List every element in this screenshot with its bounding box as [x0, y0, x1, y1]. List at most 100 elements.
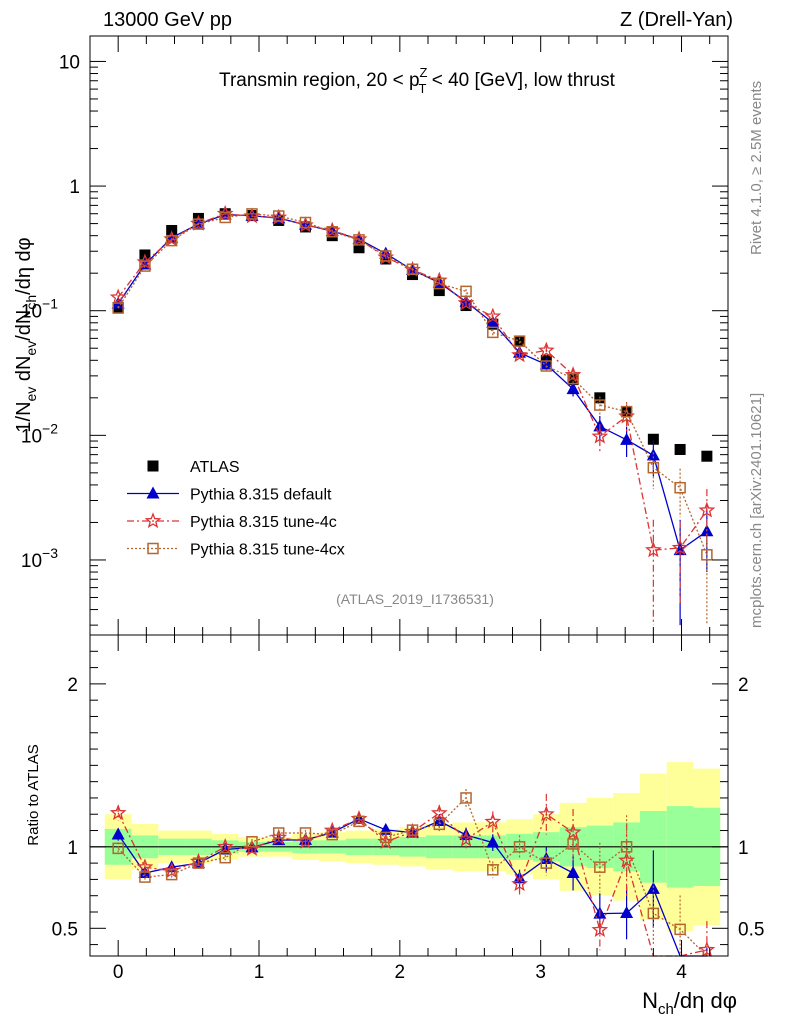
series-point-2	[674, 481, 686, 494]
ratio-point-2	[567, 838, 579, 850]
series-point-2	[353, 234, 365, 246]
x-tick-label: 3	[535, 962, 546, 983]
series-point-2	[647, 461, 660, 474]
ratio-point-2	[299, 827, 312, 839]
analysis-id-label: (ATLAS_2019_I1736531)	[336, 591, 494, 607]
series-point-2	[406, 263, 419, 276]
ratio-point-0	[111, 827, 125, 840]
ratio-plot-content	[90, 762, 728, 957]
legend-label: Pythia 8.315 tune-4c	[190, 514, 337, 531]
plot-title-sup: Z	[420, 65, 428, 80]
atlas-data-point	[674, 443, 686, 455]
ratio-point-2	[165, 868, 178, 881]
y-tick-label: 10	[59, 52, 80, 73]
y-tick-label: 10−2	[21, 420, 58, 447]
plot-title-post: < 40 [GeV], low thrust	[426, 70, 615, 91]
ratio-point-2	[460, 792, 472, 804]
ratio-point-1	[323, 821, 341, 838]
y-tick-label: 10−1	[21, 296, 58, 323]
ratio-y-tick-label: 0.5	[52, 919, 78, 940]
atlas-data-point	[353, 242, 365, 254]
series-point-0	[566, 382, 580, 395]
ratio-point-2	[326, 828, 338, 841]
ratio-y-axis-label: Ratio to ATLAS	[25, 744, 42, 845]
series-point-1	[537, 341, 555, 358]
series-point-1	[484, 307, 502, 324]
series-point-2	[487, 326, 499, 339]
legend-label: Pythia 8.315 tune-4cx	[190, 542, 345, 559]
ratio-point-2	[433, 818, 446, 831]
x-tick-label: 2	[395, 962, 406, 983]
y-tick-label: 1	[69, 177, 80, 198]
ratio-point-2	[246, 836, 258, 848]
ratio-y-tick-label-right: 2	[738, 675, 749, 696]
ratio-point-2	[112, 842, 124, 855]
ratio-point-1	[297, 832, 314, 849]
ratio-point-2	[487, 864, 499, 876]
ratio-point-2	[192, 857, 205, 869]
x-tick-label: 4	[676, 962, 687, 983]
ratio-point-0	[486, 835, 500, 848]
series-point-2	[460, 285, 472, 298]
ratio-point-2	[594, 861, 606, 873]
series-point-1	[109, 288, 127, 305]
ratio-point-2	[620, 841, 633, 853]
ratio-point-1	[484, 812, 502, 829]
legend-marker	[144, 512, 162, 529]
series-point-2	[620, 405, 633, 418]
series-point-2	[701, 549, 713, 561]
series-point-2	[433, 277, 446, 290]
main-axis-ticks: 10 1 10−1 10−2 10−3	[21, 36, 728, 635]
ratio-y-tick-label-right: 1	[738, 838, 749, 859]
series-point-2	[165, 234, 178, 247]
plot-title-pre: Transmin region, 20 < p	[219, 70, 419, 91]
series-point-0	[620, 432, 634, 445]
ratio-point-2	[139, 871, 151, 883]
ratio-point-1	[136, 858, 154, 875]
ratio-point-1	[109, 804, 127, 821]
atlas-data-point	[701, 450, 713, 462]
plot-title-sub: T	[418, 81, 426, 96]
ratio-panel: 0.5 0.5 1 1 2 2 0 1 2 3 4 Ratio to ATLAS	[25, 634, 764, 983]
series-point-1	[511, 346, 528, 363]
main-plot-content	[109, 204, 716, 626]
ratio-point-1	[163, 862, 181, 879]
series-point-2	[219, 211, 231, 224]
ratio-point-2	[540, 857, 553, 869]
atlas-data-point	[647, 433, 659, 445]
ratio-point-2	[219, 851, 231, 864]
series-point-1	[671, 539, 689, 556]
ratio-point-0	[646, 881, 660, 894]
ratio-point-1	[698, 941, 716, 957]
series-point-2	[192, 218, 205, 230]
ratio-y-tick-label: 1	[67, 838, 78, 859]
ratio-point-1	[591, 921, 609, 938]
series-point-2	[513, 335, 526, 347]
series-point-2	[139, 260, 151, 272]
ratio-axis-ticks: 0.5 0.5 1 1 2 2 0 1 2 3 4	[52, 635, 764, 983]
legend-marker	[146, 486, 160, 499]
atlas-data-point	[380, 253, 392, 265]
ratio-plot-frame	[89, 634, 729, 957]
header-right: Z (Drell-Yan)	[620, 9, 733, 31]
ratio-point-2	[647, 907, 660, 920]
series-point-1	[698, 501, 716, 518]
y-tick-label: 10−3	[21, 545, 58, 572]
series-point-2	[540, 360, 553, 372]
y-axis-label: 1/Nev dNev/dNch/dη dφ	[13, 237, 39, 432]
ratio-point-2	[406, 824, 419, 836]
x-axis-label: Nch/dη dφ	[642, 988, 737, 1018]
header-left: 13000 GeV pp	[103, 9, 232, 31]
legend-label: ATLAS	[190, 459, 240, 476]
series-line-1	[117, 213, 708, 551]
ratio-point-2	[272, 827, 285, 839]
ratio-point-1	[457, 830, 475, 847]
plot-title: Transmin region, 20 < pZ T < 40 [GeV], lo…	[219, 65, 616, 96]
series-point-2	[380, 250, 392, 262]
main-panel: 10 1 10−1 10−2 10−3 Transmin region, 20 < pZ…	[13, 35, 729, 636]
series-point-2	[272, 210, 285, 222]
ratio-point-2	[380, 831, 392, 844]
ratio-point-0	[566, 866, 580, 879]
ratio-point-1	[511, 875, 528, 892]
